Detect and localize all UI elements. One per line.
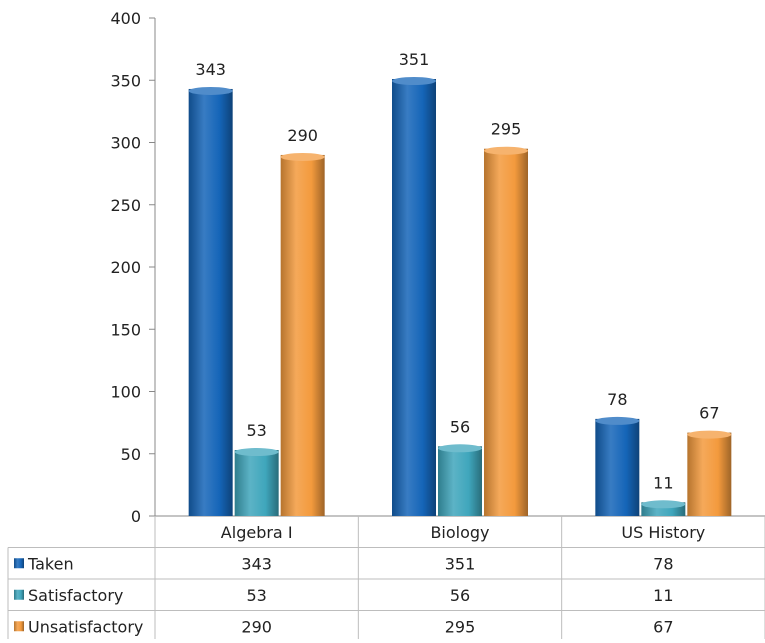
table-cell-unsatisfactory-algebra-i: 290 bbox=[241, 617, 272, 636]
table-cell-taken-us-history: 78 bbox=[653, 554, 673, 573]
bars bbox=[188, 77, 732, 516]
data-label-taken-algebra-i: 343 bbox=[195, 60, 226, 79]
table-series-name: Satisfactory bbox=[28, 586, 123, 605]
table-cell-taken-biology: 351 bbox=[445, 554, 476, 573]
x-category-label: US History bbox=[621, 523, 705, 542]
table-cell-satisfactory-biology: 56 bbox=[450, 586, 470, 605]
x-category-label: Biology bbox=[430, 523, 489, 542]
x-category-label: Algebra I bbox=[221, 523, 293, 542]
y-tick-label: 150 bbox=[110, 320, 141, 339]
y-tick-label: 250 bbox=[110, 196, 141, 215]
table-cell-unsatisfactory-biology: 295 bbox=[445, 617, 476, 636]
data-label-taken-us-history: 78 bbox=[607, 390, 627, 409]
bar-satisfactory-us-history bbox=[641, 500, 686, 516]
bar-satisfactory-biology bbox=[438, 444, 482, 516]
bar-taken-us-history bbox=[595, 416, 640, 516]
data-label-satisfactory-algebra-i: 53 bbox=[246, 421, 266, 440]
y-tick-label: 300 bbox=[110, 134, 141, 153]
y-tick-label: 0 bbox=[131, 507, 141, 526]
bar-satisfactory-algebra-i bbox=[234, 448, 279, 516]
legend-key-unsatisfactory bbox=[14, 621, 24, 632]
data-label-satisfactory-biology: 56 bbox=[450, 417, 470, 436]
bar-unsatisfactory-algebra-i bbox=[280, 152, 325, 516]
bar-taken-biology bbox=[392, 77, 436, 516]
y-tick-label: 50 bbox=[121, 445, 141, 464]
table-cell-satisfactory-algebra-i: 53 bbox=[246, 586, 266, 605]
y-tick-label: 200 bbox=[110, 258, 141, 277]
bar-unsatisfactory-biology bbox=[484, 146, 528, 516]
y-tick-label: 350 bbox=[110, 71, 141, 90]
table-cell-unsatisfactory-us-history: 67 bbox=[653, 617, 673, 636]
data-label-unsatisfactory-biology: 295 bbox=[491, 120, 522, 139]
data-labels: 343 53 290 351 56 295 78 11 67 bbox=[195, 50, 719, 492]
legend-key-taken bbox=[14, 558, 24, 569]
table-cell-satisfactory-us-history: 11 bbox=[653, 586, 673, 605]
y-tick-label: 400 bbox=[110, 9, 141, 28]
bar-taken-algebra-i bbox=[188, 86, 233, 516]
bar-unsatisfactory-us-history bbox=[687, 430, 732, 516]
data-table: Algebra I Biology US History Taken 343 351 78 S… bbox=[7, 516, 765, 643]
y-tick-label: 100 bbox=[110, 383, 141, 402]
data-label-taken-biology: 351 bbox=[399, 50, 430, 69]
table-series-name: Taken bbox=[27, 554, 74, 573]
data-label-unsatisfactory-us-history: 67 bbox=[699, 404, 719, 423]
legend-key-satisfactory bbox=[14, 589, 24, 600]
table-cell-taken-algebra-i: 343 bbox=[241, 554, 272, 573]
table-series-name: Unsatisfactory bbox=[28, 617, 143, 636]
data-label-satisfactory-us-history: 11 bbox=[653, 473, 673, 492]
data-label-unsatisfactory-algebra-i: 290 bbox=[287, 126, 318, 145]
